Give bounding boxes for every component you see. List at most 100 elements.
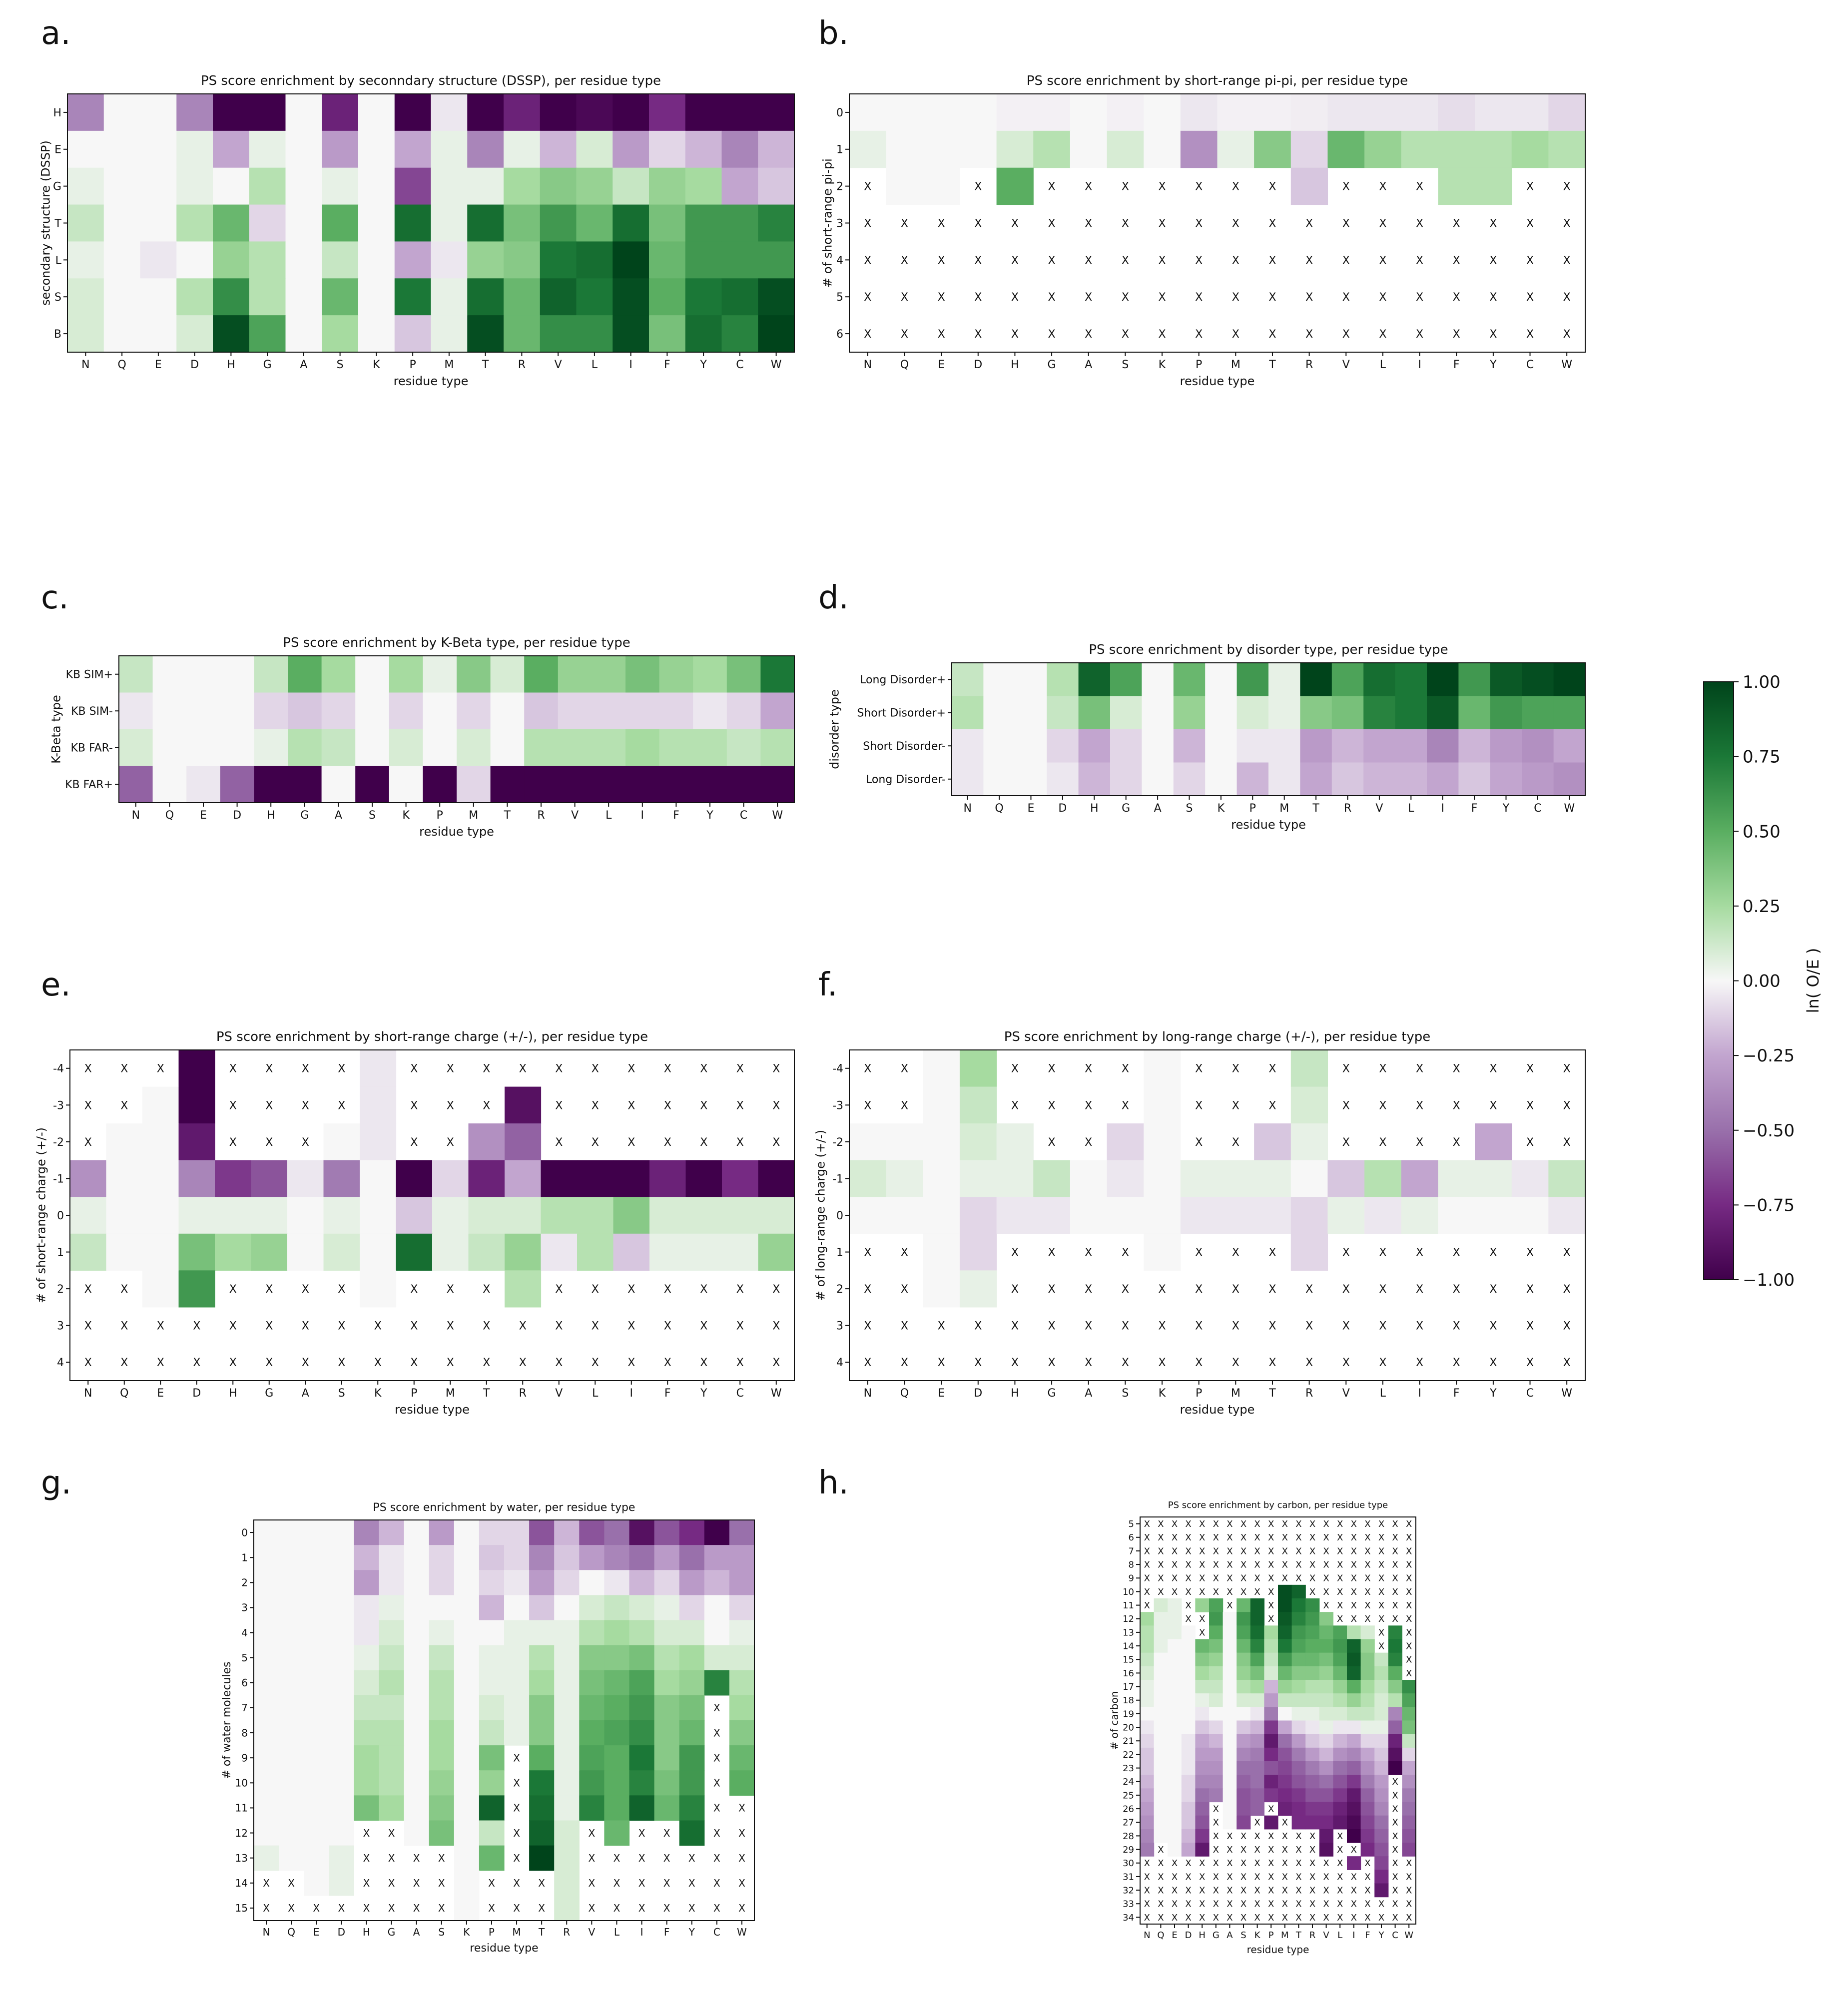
heatmap-cell xyxy=(178,1123,215,1161)
missing-cell-marker: X xyxy=(1185,1913,1191,1923)
heatmap-cell xyxy=(722,1233,759,1271)
missing-cell-marker: X xyxy=(1337,1872,1343,1882)
colorbar-tick-label: −0.50 xyxy=(1743,1121,1795,1141)
heatmap-cell xyxy=(983,729,1016,763)
panel-label-f: f. xyxy=(818,967,837,1003)
heatmap-cell xyxy=(1364,1197,1402,1234)
heatmap-cell xyxy=(106,1160,143,1197)
heatmap-cell xyxy=(721,130,758,168)
missing-cell-marker: X xyxy=(1232,217,1239,230)
heatmap-cell xyxy=(554,1820,580,1846)
heatmap-cell xyxy=(1250,1788,1264,1803)
heatmap-cell xyxy=(604,1645,630,1671)
heatmap-cell xyxy=(251,1233,288,1271)
heatmap-cell xyxy=(1180,1160,1218,1197)
heatmap-cell xyxy=(287,1197,324,1234)
x-tick-label: K xyxy=(1254,1930,1261,1941)
heatmap-cell xyxy=(1374,1707,1389,1721)
heatmap-cell xyxy=(1360,1788,1375,1803)
x-tick-label: R xyxy=(537,809,545,822)
heatmap-cell xyxy=(1154,1598,1168,1612)
missing-cell-marker: X xyxy=(1563,291,1571,304)
heatmap-cell xyxy=(119,656,153,693)
heatmap-cell xyxy=(1319,1720,1333,1735)
heatmap-cell xyxy=(758,1233,795,1271)
x-tick-label: G xyxy=(388,1926,396,1938)
heatmap-cell xyxy=(722,1197,759,1234)
heatmap-cell xyxy=(529,1620,555,1646)
heatmap-cell xyxy=(394,315,432,353)
missing-cell-marker: X xyxy=(1268,1858,1274,1869)
missing-cell-marker: X xyxy=(265,1136,273,1149)
heatmap-cell xyxy=(923,130,960,168)
missing-cell-marker: X xyxy=(1158,1858,1164,1869)
heatmap-cell xyxy=(457,729,491,767)
heatmap-cell xyxy=(1168,1720,1182,1735)
heatmap-cell xyxy=(649,130,686,168)
heatmap-cell xyxy=(504,1520,530,1545)
missing-cell-marker: X xyxy=(1158,181,1166,193)
heatmap-cell xyxy=(1291,1720,1306,1735)
heatmap-cell xyxy=(613,94,649,131)
heatmap-cell xyxy=(1033,1160,1071,1197)
heatmap-cell xyxy=(106,1197,143,1234)
heatmap-cell xyxy=(1168,1666,1182,1680)
x-tick-label: P xyxy=(489,1926,495,1938)
missing-cell-marker: X xyxy=(1085,291,1092,304)
missing-cell-marker: X xyxy=(1295,1913,1301,1923)
heatmap-cell xyxy=(1236,1775,1251,1789)
heatmap-cell xyxy=(758,94,795,131)
heatmap-cell xyxy=(1278,1680,1292,1694)
heatmap-cell xyxy=(1291,1788,1306,1803)
heatmap-cell xyxy=(1347,1639,1361,1653)
missing-cell-marker: X xyxy=(388,1827,395,1839)
missing-cell-marker: X xyxy=(1309,1858,1315,1869)
heatmap-cell xyxy=(1250,1802,1264,1816)
missing-cell-marker: X xyxy=(901,1246,908,1259)
heatmap-cell xyxy=(1047,762,1079,796)
missing-cell-marker: X xyxy=(1453,1063,1460,1075)
heatmap-cell xyxy=(1142,729,1174,763)
heatmap-cell xyxy=(215,1197,252,1234)
heatmap-cell xyxy=(1140,1652,1155,1667)
heatmap-cell xyxy=(504,1720,530,1746)
missing-cell-marker: X xyxy=(1240,1858,1246,1869)
heatmap-cell xyxy=(704,1570,730,1595)
missing-cell-marker: X xyxy=(1195,328,1203,341)
missing-cell-marker: X xyxy=(1337,1587,1343,1597)
heatmap-cell xyxy=(379,1720,405,1746)
heatmap-cell xyxy=(579,1745,605,1771)
heatmap-cell xyxy=(1291,1707,1306,1721)
heatmap-cell xyxy=(379,1795,405,1821)
heatmap-cell xyxy=(1142,663,1174,697)
heatmap-cell xyxy=(952,762,984,796)
missing-cell-marker: X xyxy=(1392,1818,1398,1828)
missing-cell-marker: X xyxy=(120,1357,128,1369)
panel-label-b: b. xyxy=(818,15,849,52)
heatmap-cell xyxy=(1195,1693,1210,1707)
heatmap-cell xyxy=(1195,1666,1210,1680)
missing-cell-marker: X xyxy=(1268,1519,1274,1529)
y-tick-label: 5 xyxy=(836,291,843,304)
heatmap-cell xyxy=(215,1233,252,1271)
heatmap-cell xyxy=(152,656,187,693)
y-axis-label-b: # of short-range pi-pi xyxy=(820,158,834,288)
heatmap-cell xyxy=(360,1086,397,1124)
missing-cell-marker: X xyxy=(1351,1587,1357,1597)
x-axis-label-f: residue type xyxy=(1180,1403,1255,1417)
heatmap-cell xyxy=(524,656,559,693)
heatmap-cell xyxy=(379,1520,405,1545)
heatmap-cell xyxy=(1209,1639,1224,1653)
heatmap-cell xyxy=(629,1795,655,1821)
heatmap-cell xyxy=(1327,94,1365,131)
heatmap-cell xyxy=(279,1520,304,1545)
heatmap-cell xyxy=(176,130,213,168)
missing-cell-marker: X xyxy=(1364,1560,1370,1570)
heatmap-cell xyxy=(1331,729,1364,763)
heatmap-cell xyxy=(679,1520,705,1545)
heatmap-cell xyxy=(1195,1720,1210,1735)
heatmap-cell xyxy=(1300,663,1332,697)
heatmap-cell xyxy=(1374,1666,1389,1680)
heatmap-cell xyxy=(529,1645,555,1671)
